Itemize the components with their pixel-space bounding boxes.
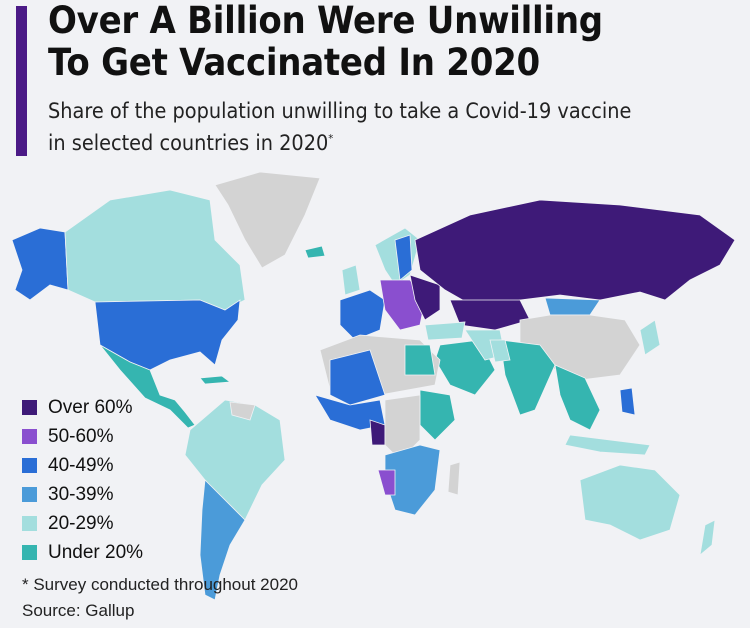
region-sahel (329, 349, 386, 406)
region-philippines (619, 387, 636, 416)
legend-item: Under 20% (22, 538, 143, 567)
source-note: Source: Gallup (22, 601, 135, 620)
subtitle-line-1: Share of the population unwilling to tak… (48, 99, 632, 123)
legend-swatch (22, 429, 37, 444)
region-eastern-europe (409, 274, 441, 321)
region-argentina-chile (199, 479, 246, 601)
region-madagascar (447, 461, 461, 496)
subtitle: Share of the population unwilling to tak… (48, 98, 631, 157)
subtitle-line-2: in selected countries in 2020 (48, 131, 329, 155)
legend-item: 30-39% (22, 480, 143, 509)
legend-item: Over 60% (22, 393, 143, 422)
region-uk (341, 264, 361, 296)
region-venezuela-guiana (229, 401, 256, 421)
region-indonesia (564, 434, 651, 456)
region-egypt (404, 344, 436, 376)
region-east-africa (419, 389, 456, 441)
legend-label: Over 60% (48, 396, 133, 418)
region-caribbean (199, 375, 232, 385)
region-india (499, 339, 556, 416)
accent-bar (16, 6, 27, 156)
legend-item: 20-29% (22, 509, 143, 538)
region-turkey (424, 321, 466, 341)
legend-item: 40-49% (22, 451, 143, 480)
legend: Over 60% 50-60% 40-49% 30-39% 20-29% Und… (22, 393, 143, 567)
page-title: Over A Billion Were Unwilling To Get Vac… (48, 0, 603, 84)
legend-label: 30-39% (48, 483, 114, 505)
region-southeast-asia (554, 364, 601, 431)
region-western-europe (339, 289, 386, 341)
world-map (11, 171, 736, 601)
region-pakistan (489, 339, 511, 363)
region-japan-korea (639, 319, 661, 356)
legend-label: Under 20% (48, 541, 144, 563)
region-canada (64, 189, 246, 311)
region-iceland (304, 245, 326, 259)
region-greenland (214, 171, 321, 269)
legend-item: 50-60% (22, 422, 143, 451)
region-russia (414, 199, 736, 311)
title-line-1: Over A Billion Were Unwilling (48, 0, 603, 42)
legend-label: 20-29% (48, 512, 114, 534)
survey-note: * Survey conducted throughout 2020 (22, 575, 298, 594)
region-norway-sweden (394, 234, 413, 281)
legend-label: 40-49% (48, 454, 114, 476)
legend-label: 50-60% (48, 425, 114, 447)
region-new-zealand (699, 519, 716, 556)
legend-swatch (22, 545, 37, 560)
region-kazakhstan (449, 299, 531, 331)
region-alaska (11, 227, 69, 301)
region-south-america-north (184, 399, 286, 521)
region-australia (579, 464, 681, 541)
legend-swatch (22, 400, 37, 415)
legend-swatch (22, 458, 37, 473)
region-namibia (377, 469, 396, 496)
region-mexico (99, 344, 196, 429)
subtitle-footnote-mark: * (328, 132, 334, 145)
legend-swatch (22, 516, 37, 531)
title-line-2: To Get Vaccinated In 2020 (48, 41, 540, 84)
region-mongolia (544, 297, 601, 316)
legend-swatch (22, 487, 37, 502)
